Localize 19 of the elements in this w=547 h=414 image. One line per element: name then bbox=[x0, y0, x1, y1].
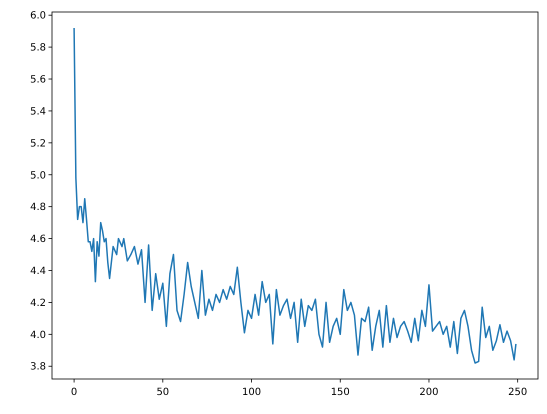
x-tick-label: 50 bbox=[156, 387, 170, 398]
x-tick-label: 250 bbox=[508, 387, 528, 398]
y-tick-label: 5.8 bbox=[30, 42, 46, 54]
y-tick-label: 4.2 bbox=[30, 298, 46, 309]
y-tick-label: 5.0 bbox=[30, 170, 46, 182]
y-tick-label: 4.4 bbox=[30, 266, 46, 277]
x-tick-label: 100 bbox=[242, 387, 262, 398]
line-series bbox=[73, 27, 517, 364]
x-tick-label: 150 bbox=[330, 387, 350, 398]
x-tick-label: 0 bbox=[70, 387, 78, 398]
y-tick-label: 4.8 bbox=[30, 202, 46, 214]
y-tick-label: 5.4 bbox=[30, 106, 46, 118]
y-tick-label: 3.8 bbox=[30, 362, 46, 373]
y-tick-label: 5.6 bbox=[30, 74, 46, 86]
y-tick-label: 5.2 bbox=[30, 138, 46, 150]
y-tick-label: 6.0 bbox=[30, 10, 46, 22]
y-tick-label: 4.6 bbox=[30, 234, 46, 246]
x-tick-label: 200 bbox=[419, 387, 439, 398]
y-tick-label: 4.0 bbox=[30, 330, 46, 341]
